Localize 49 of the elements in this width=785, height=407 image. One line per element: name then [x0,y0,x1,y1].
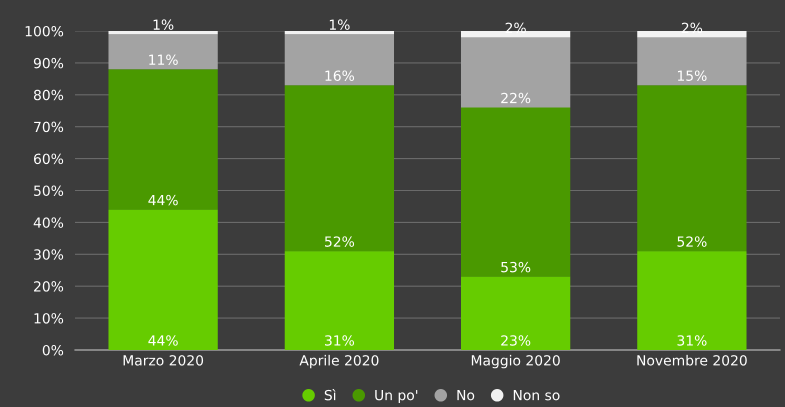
y-tick-label: 60% [34,154,64,164]
data-label: 31% [325,335,354,346]
data-label: 53% [501,262,530,272]
data-label: 1% [330,19,350,30]
y-tick-label: 10% [34,313,64,324]
y-tick-label: 40% [34,217,64,228]
bar [284,34,394,86]
bar [108,34,218,70]
data-label: 52% [678,236,707,247]
y-tick-label: 70% [34,122,64,132]
data-label: 1% [154,19,174,30]
y-tick-label: 50% [34,185,64,196]
data-label: 16% [325,70,354,81]
bar [460,276,570,350]
bar [460,37,570,108]
bar [460,108,570,277]
data-label: 44% [148,335,178,346]
bar [637,251,747,350]
data-label: 11% [149,54,178,65]
legend-label: Non so [514,390,560,400]
bar [637,85,747,252]
data-label: 52% [325,236,354,247]
legend-label: Un po' [375,390,418,404]
data-label: 2% [682,22,702,34]
bar [637,37,747,86]
y-tick-label: 20% [34,281,64,292]
x-tick-label: Aprile 2020 [299,354,378,368]
bar [108,210,218,350]
data-label: 15% [678,70,707,81]
y-tick-label: 90% [34,58,64,68]
legend-label: Sì [324,389,336,400]
bar [284,251,394,350]
y-tick-label: 0% [42,344,64,356]
x-tick-label: Marzo 2020 [124,355,204,366]
x-tick-label: Maggio 2020 [472,354,560,368]
y-tick-label: 100% [26,26,64,36]
data-label: 31% [678,335,707,346]
data-label: 22% [501,92,530,104]
legend-label: No [457,390,474,400]
y-tick-label: 30% [34,249,64,260]
bar [284,31,394,34]
x-tick-label: Novembre 2020 [637,354,747,366]
bar [108,69,218,210]
data-label: 44% [148,194,178,206]
y-tick-label: 80% [34,90,64,100]
data-label: 23% [501,335,530,346]
bar [108,31,218,34]
bar [284,85,394,252]
data-label: 2% [506,22,526,34]
